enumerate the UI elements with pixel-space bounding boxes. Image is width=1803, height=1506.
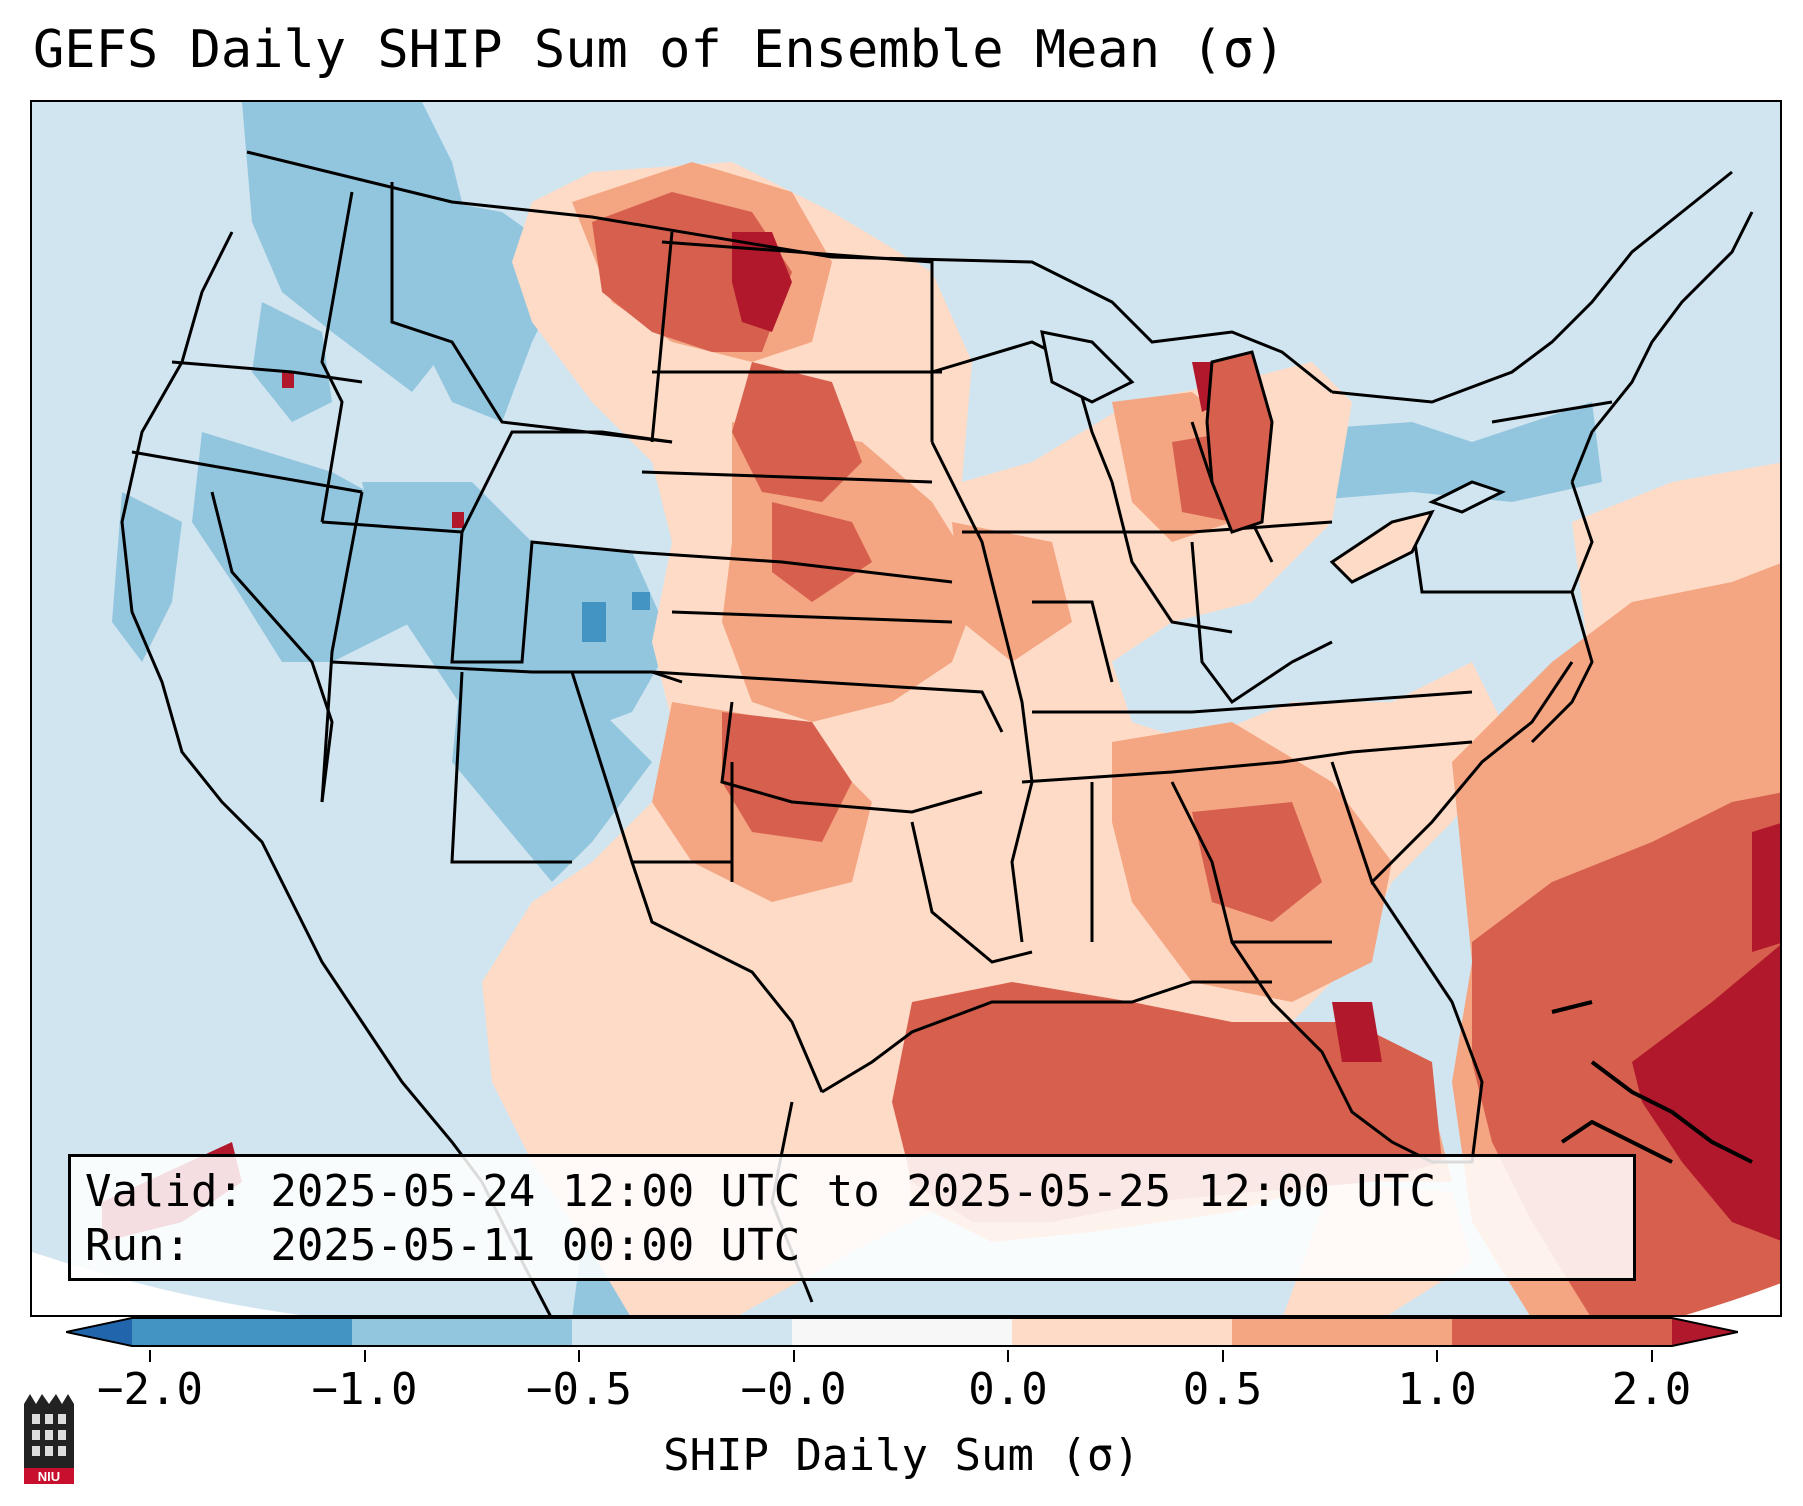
colorbar-tick-label: −1.0 (311, 1364, 418, 1415)
colorbar-extension-high (1672, 1318, 1738, 1346)
map-panel: Valid: 2025-05-24 12:00 UTC to 2025-05-2… (30, 100, 1782, 1317)
map-title: GEFS Daily SHIP Sum of Ensemble Mean (σ) (33, 20, 1286, 80)
colorbar-label: SHIP Daily Sum (σ) (663, 1430, 1140, 1481)
colorbar-tick-mark (363, 1350, 366, 1362)
colorbar-extension-low (66, 1318, 132, 1346)
colorbar-tick-mark (578, 1350, 580, 1362)
colorbar-tick-label: 2.0 (1611, 1364, 1692, 1415)
colorbar-tick-mark (1221, 1350, 1224, 1362)
run-time-text: Run: 2025-05-11 00:00 UTC (85, 1220, 801, 1271)
colorbar-segment (572, 1318, 793, 1346)
colorbar-tick-mark (149, 1350, 151, 1362)
colorbar-segment (792, 1318, 1013, 1346)
colorbar-segment (132, 1318, 353, 1346)
colorbar (66, 1317, 1738, 1347)
colorbar-tick-label: −0.0 (740, 1364, 847, 1415)
colorbar-segment (1452, 1318, 1673, 1346)
colorbar-tick-label: −0.5 (526, 1364, 632, 1415)
anomaly-map (32, 102, 1780, 1315)
colorbar-tick-mark (1007, 1350, 1009, 1362)
colorbar-tick-mark (1436, 1350, 1438, 1362)
niu-logo-icon: NIU (24, 1394, 74, 1484)
colorbar-tick-label: 1.0 (1397, 1364, 1477, 1415)
niu-logo-text: NIU (38, 1469, 60, 1484)
colorbar-tick-label: −2.0 (97, 1364, 203, 1415)
colorbar-segment (1012, 1318, 1233, 1346)
valid-time-text: Valid: 2025-05-24 12:00 UTC to 2025-05-2… (85, 1166, 1437, 1217)
valid-run-infobox: Valid: 2025-05-24 12:00 UTC to 2025-05-2… (68, 1154, 1636, 1281)
caribbean-islands (1551, 1000, 1753, 1164)
colorbar-tick-label: 0.0 (968, 1364, 1048, 1415)
colorbar-tick-mark (792, 1350, 795, 1362)
colorbar-segment (352, 1318, 573, 1346)
colorbar-segment (1232, 1318, 1453, 1346)
colorbar-tick-label: 0.5 (1182, 1364, 1263, 1415)
colorbar-ticks: −2.0 −1.0 −0.5 −0.0 0.0 0.5 1.0 2.0 (0, 1350, 1803, 1415)
colorbar-tick-mark (1650, 1350, 1653, 1362)
great-lakes (1040, 330, 1506, 584)
state-boundaries (120, 150, 1754, 1315)
